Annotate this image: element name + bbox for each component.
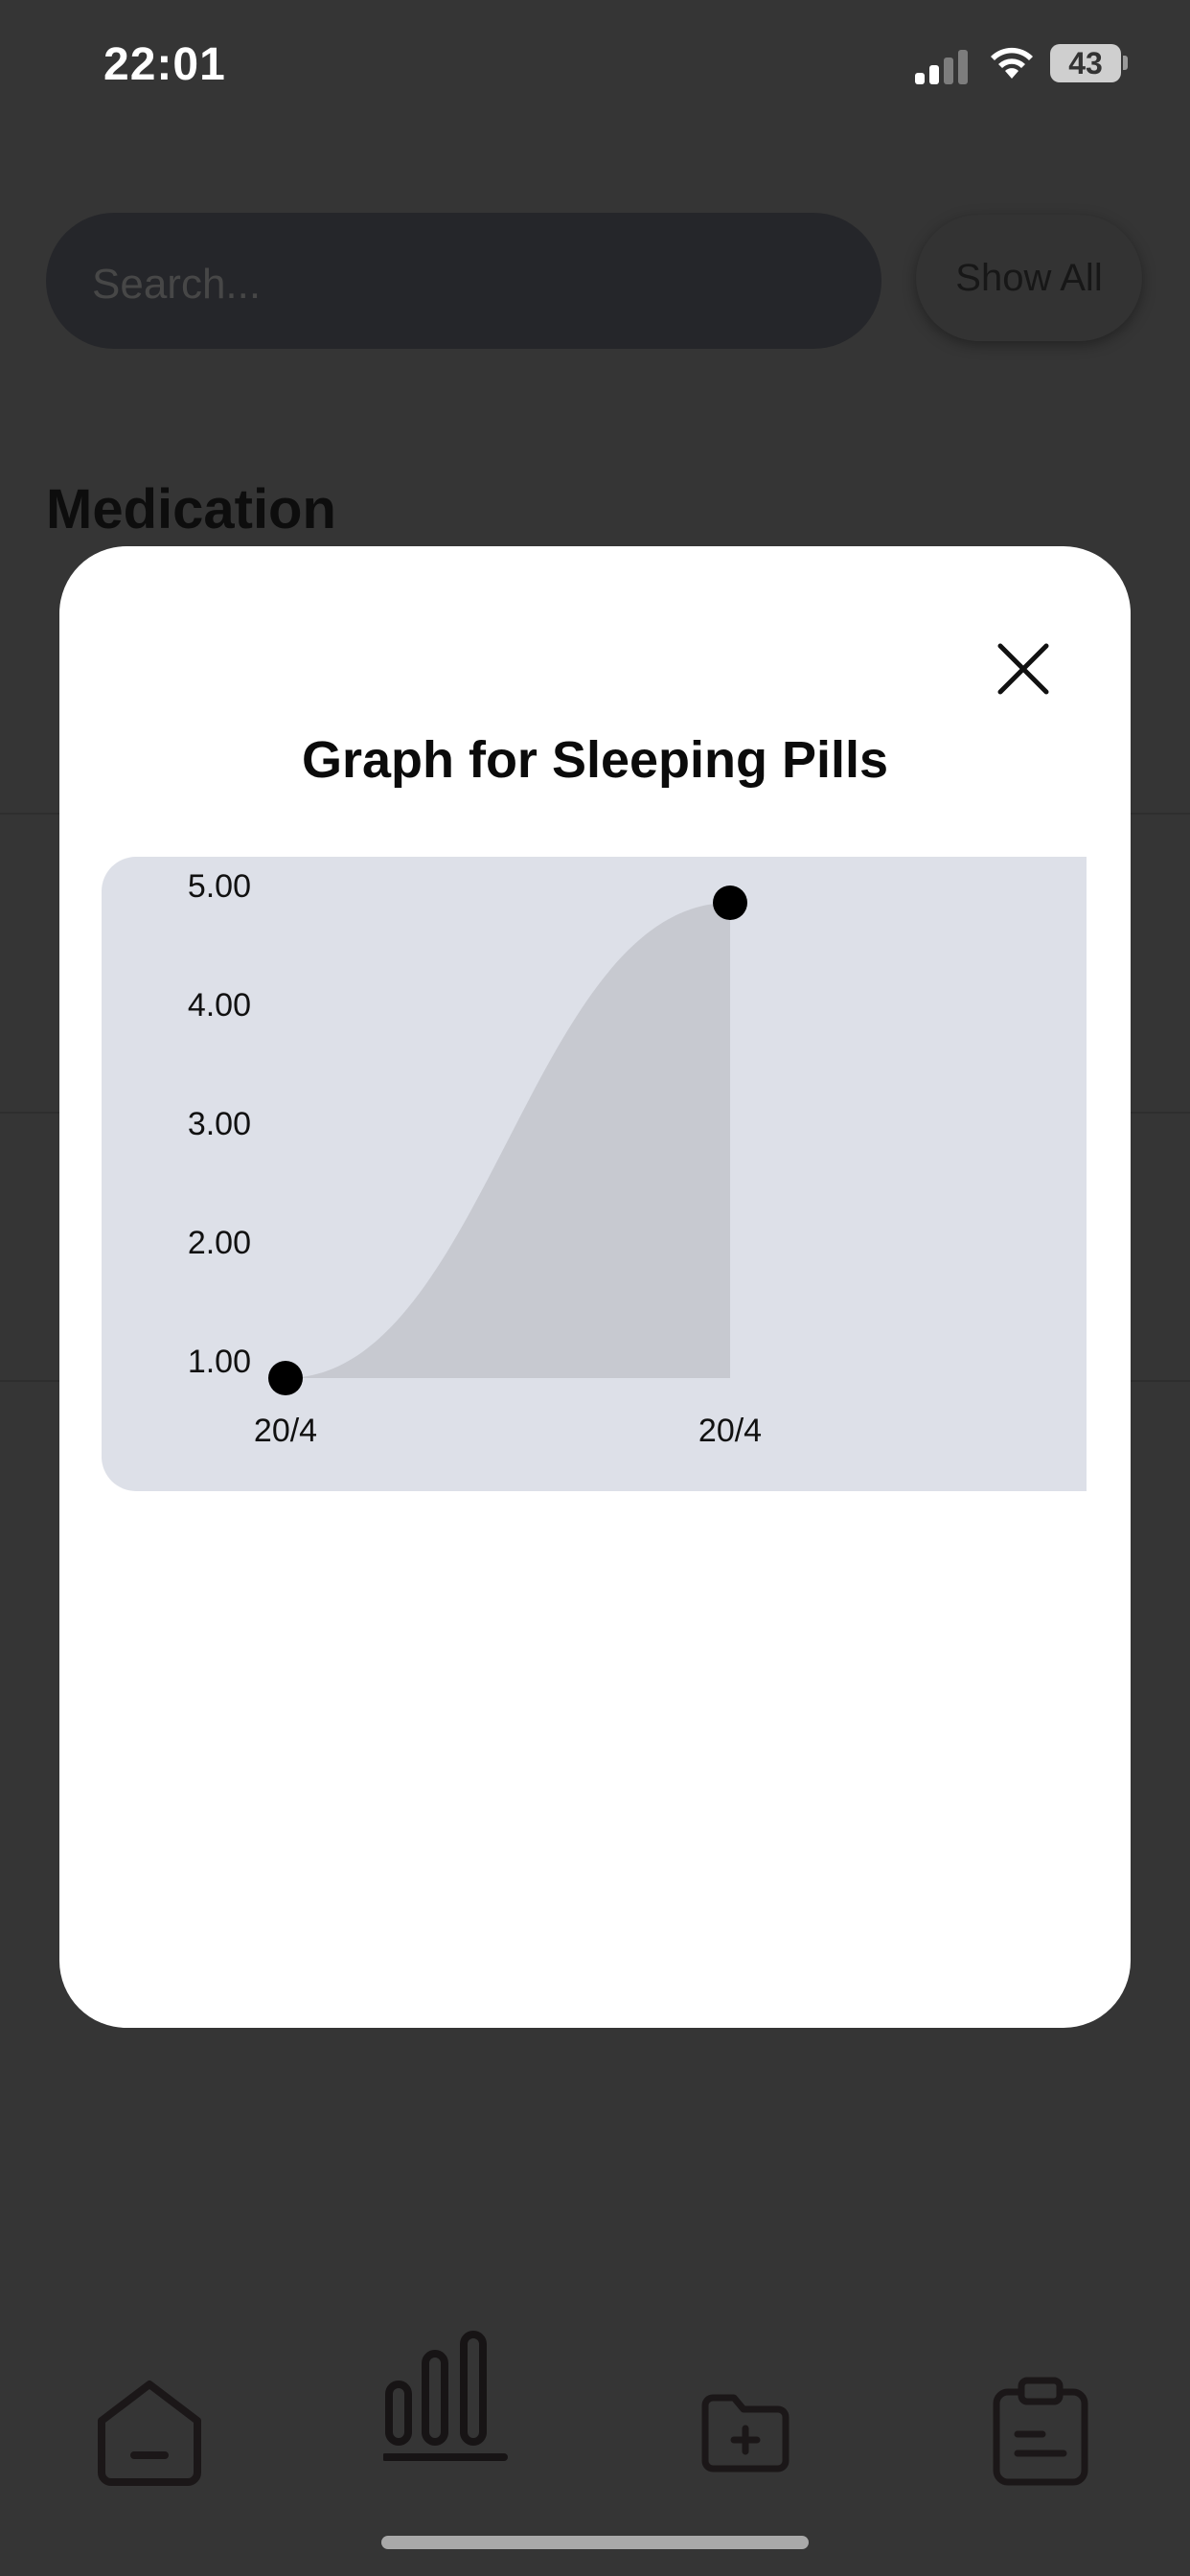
status-time: 22:01 — [103, 39, 226, 90]
y-tick-label: 3.00 — [188, 1106, 251, 1142]
x-tick-label: 20/4 — [698, 1413, 762, 1449]
search-input[interactable] — [46, 213, 881, 349]
y-tick-label: 4.00 — [188, 987, 251, 1024]
y-tick-label: 1.00 — [188, 1344, 251, 1380]
section-title-medication: Medication — [46, 478, 336, 540]
home-indicator[interactable] — [381, 2536, 809, 2549]
cellular-signal-icon — [915, 50, 968, 84]
y-tick-label: 5.00 — [188, 868, 251, 905]
data-point[interactable] — [268, 1361, 303, 1395]
data-point[interactable] — [713, 886, 747, 920]
wifi-icon — [991, 47, 1033, 79]
add-folder-icon[interactable] — [699, 2386, 791, 2478]
y-tick-label: 2.00 — [188, 1225, 251, 1261]
home-icon[interactable] — [92, 2373, 207, 2488]
clipboard-icon[interactable] — [991, 2375, 1090, 2486]
show-all-button[interactable]: Show All — [916, 215, 1142, 341]
battery-level: 43 — [1050, 44, 1121, 82]
close-icon[interactable] — [995, 640, 1052, 698]
x-tick-label: 20/4 — [254, 1413, 317, 1449]
sleeping-pills-chart: 1.00 2.00 3.00 4.00 5.00 20/4 20/4 — [102, 857, 1087, 1491]
chart-icon[interactable] — [383, 2331, 508, 2465]
battery-icon: 43 — [1050, 44, 1129, 82]
search-placeholder: Search... — [92, 261, 262, 308]
chart-area — [286, 903, 730, 1378]
modal-title: Graph for Sleeping Pills — [301, 731, 889, 789]
